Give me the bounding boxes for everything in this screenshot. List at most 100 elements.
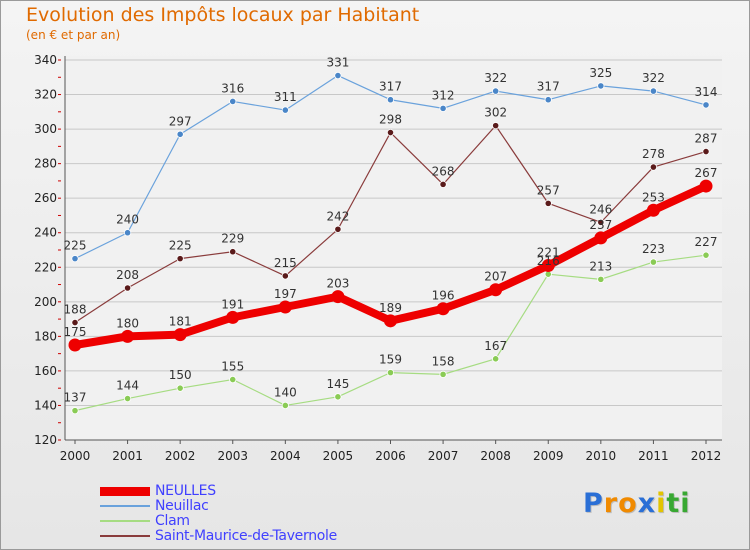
y-tick-label: 160	[34, 364, 57, 378]
data-label: 314	[695, 85, 718, 99]
data-point	[439, 370, 447, 378]
data-point	[386, 369, 395, 377]
data-label: 213	[589, 259, 612, 273]
data-label: 246	[589, 202, 612, 216]
data-label: 221	[537, 246, 560, 260]
x-tick-label: 2011	[638, 449, 669, 463]
legend-swatch	[100, 505, 150, 507]
data-label: 237	[589, 218, 612, 232]
data-label: 317	[537, 80, 560, 94]
legend-label: Clam	[155, 513, 190, 529]
x-tick-label: 2003	[217, 449, 248, 463]
y-tick-label: 320	[34, 88, 57, 102]
x-tick-label: 2004	[270, 449, 301, 463]
y-tick-label: 180	[34, 329, 57, 343]
data-label: 229	[221, 232, 244, 246]
data-label: 322	[642, 71, 665, 85]
data-point	[702, 147, 710, 156]
data-label: 225	[64, 239, 87, 253]
y-tick-label: 300	[34, 122, 57, 136]
data-point	[699, 179, 713, 193]
x-tick-label: 2012	[691, 449, 722, 463]
x-tick-label: 2009	[533, 449, 564, 463]
legend-label: NEULLES	[155, 483, 216, 499]
data-label: 197	[274, 287, 297, 301]
data-label: 140	[274, 385, 297, 399]
data-label: 145	[326, 377, 349, 391]
data-point	[439, 180, 447, 188]
data-label: 287	[695, 132, 718, 146]
y-tick-label: 280	[34, 157, 57, 171]
logo-letter: P	[583, 488, 604, 519]
data-label: 188	[64, 303, 87, 317]
x-tick-label: 2010	[586, 449, 617, 463]
data-point	[702, 101, 710, 109]
logo-letter: i	[656, 488, 667, 519]
data-point	[646, 203, 660, 217]
data-point	[597, 275, 605, 283]
x-tick-label: 2001	[112, 449, 143, 463]
data-point	[71, 407, 79, 415]
data-point	[594, 231, 608, 245]
data-point	[331, 290, 345, 304]
y-tick-label: 120	[34, 433, 57, 447]
data-point	[68, 338, 82, 352]
data-label: 298	[379, 113, 402, 127]
data-label: 312	[432, 88, 455, 102]
data-point	[173, 328, 187, 342]
data-label: 144	[116, 379, 139, 393]
data-point	[386, 96, 395, 104]
data-point	[649, 163, 658, 171]
data-label: 325	[589, 66, 612, 80]
data-point	[334, 71, 342, 80]
x-tick-label: 2007	[428, 449, 459, 463]
x-tick-label: 2006	[375, 449, 406, 463]
data-label: 302	[484, 106, 507, 120]
data-point	[544, 96, 552, 104]
data-point	[541, 259, 555, 273]
data-point	[281, 106, 289, 114]
legend-swatch	[100, 487, 150, 496]
data-point	[281, 272, 289, 280]
data-point	[492, 355, 500, 363]
data-point	[229, 248, 237, 256]
plot-area	[65, 56, 722, 440]
data-label: 150	[169, 368, 192, 382]
y-tick-label: 260	[34, 191, 57, 205]
data-label: 227	[695, 235, 718, 249]
data-point	[176, 255, 184, 263]
data-point	[384, 314, 397, 328]
x-tick-label: 2005	[323, 449, 354, 463]
data-label: 316	[221, 81, 244, 95]
data-point	[436, 302, 450, 316]
data-label: 278	[642, 147, 665, 161]
data-point	[176, 130, 184, 138]
data-point	[71, 318, 79, 327]
data-label: 253	[642, 190, 665, 204]
data-label: 257	[537, 183, 560, 197]
y-tick-label: 240	[34, 226, 57, 240]
x-tick-label: 2008	[480, 449, 511, 463]
data-point	[334, 393, 342, 401]
data-label: 322	[484, 71, 507, 85]
y-tick-label: 220	[34, 260, 57, 274]
data-label: 196	[432, 289, 455, 303]
data-point	[492, 87, 500, 95]
data-point	[123, 284, 132, 292]
logo-letter: o	[618, 488, 638, 519]
data-label: 215	[274, 256, 297, 270]
logo-letter: r	[603, 488, 619, 519]
data-point	[649, 258, 658, 266]
data-label: 223	[642, 242, 665, 256]
data-label: 267	[695, 166, 718, 180]
data-point	[597, 82, 605, 90]
legend-label: Neuillac	[155, 498, 209, 514]
data-label: 297	[169, 114, 192, 128]
data-point	[121, 329, 135, 343]
chart-title: Evolution des Impôts locaux par Habitant	[26, 4, 420, 26]
data-label: 158	[432, 354, 455, 368]
data-point	[176, 384, 184, 392]
data-point	[544, 199, 552, 207]
data-point	[226, 310, 240, 324]
